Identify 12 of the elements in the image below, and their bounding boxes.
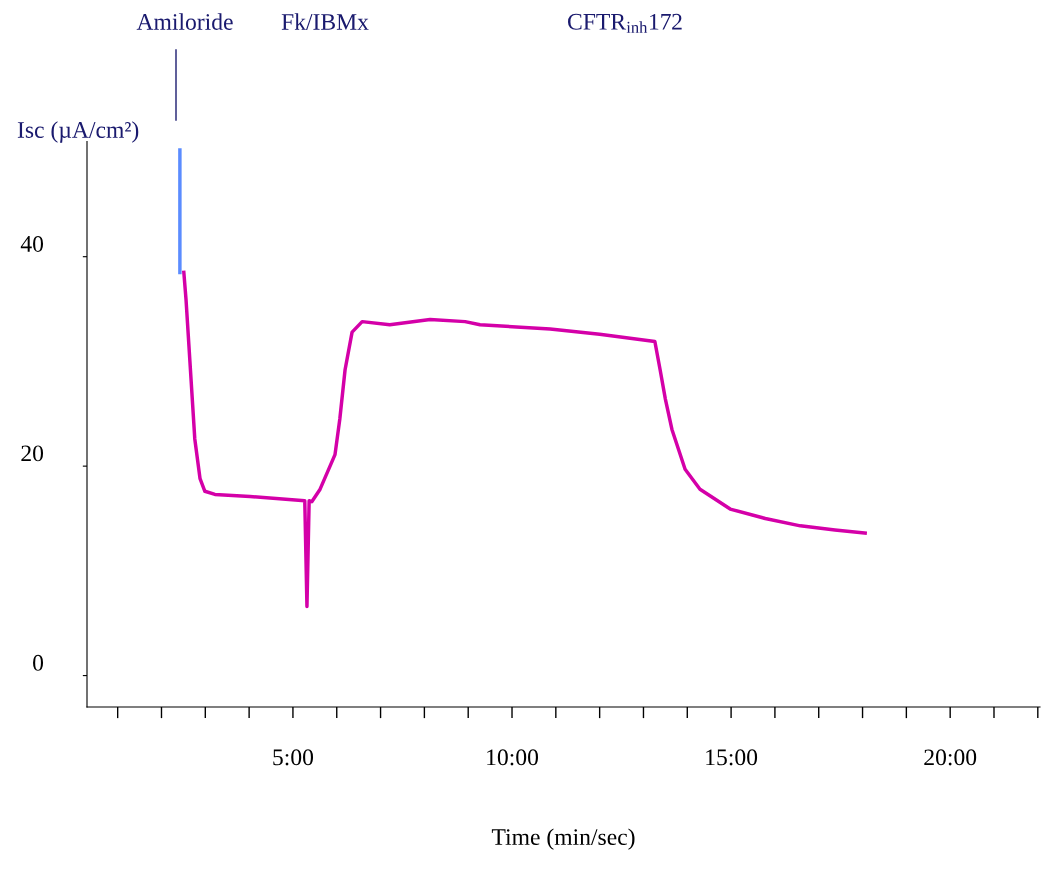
- y-axis-title: Isc (µA/cm²): [17, 121, 139, 143]
- text: Fk/IBMx: [281, 13, 369, 30]
- x-axis-title: Time (min/sec): [491, 828, 635, 850]
- x-tick-label: 15:00: [706, 749, 758, 766]
- x-tick-label: 5:00: [273, 749, 314, 766]
- x-tick-label: 10:00: [487, 749, 539, 766]
- y-tick-label: 40: [20, 235, 44, 252]
- x-tick-label: 20:00: [924, 749, 977, 766]
- y-tick-label: 0: [33, 654, 44, 671]
- text: CFTR$_{inh}$172: [568, 13, 682, 33]
- y-tick-label: 20: [21, 445, 44, 462]
- text: Amiloride: [136, 13, 233, 30]
